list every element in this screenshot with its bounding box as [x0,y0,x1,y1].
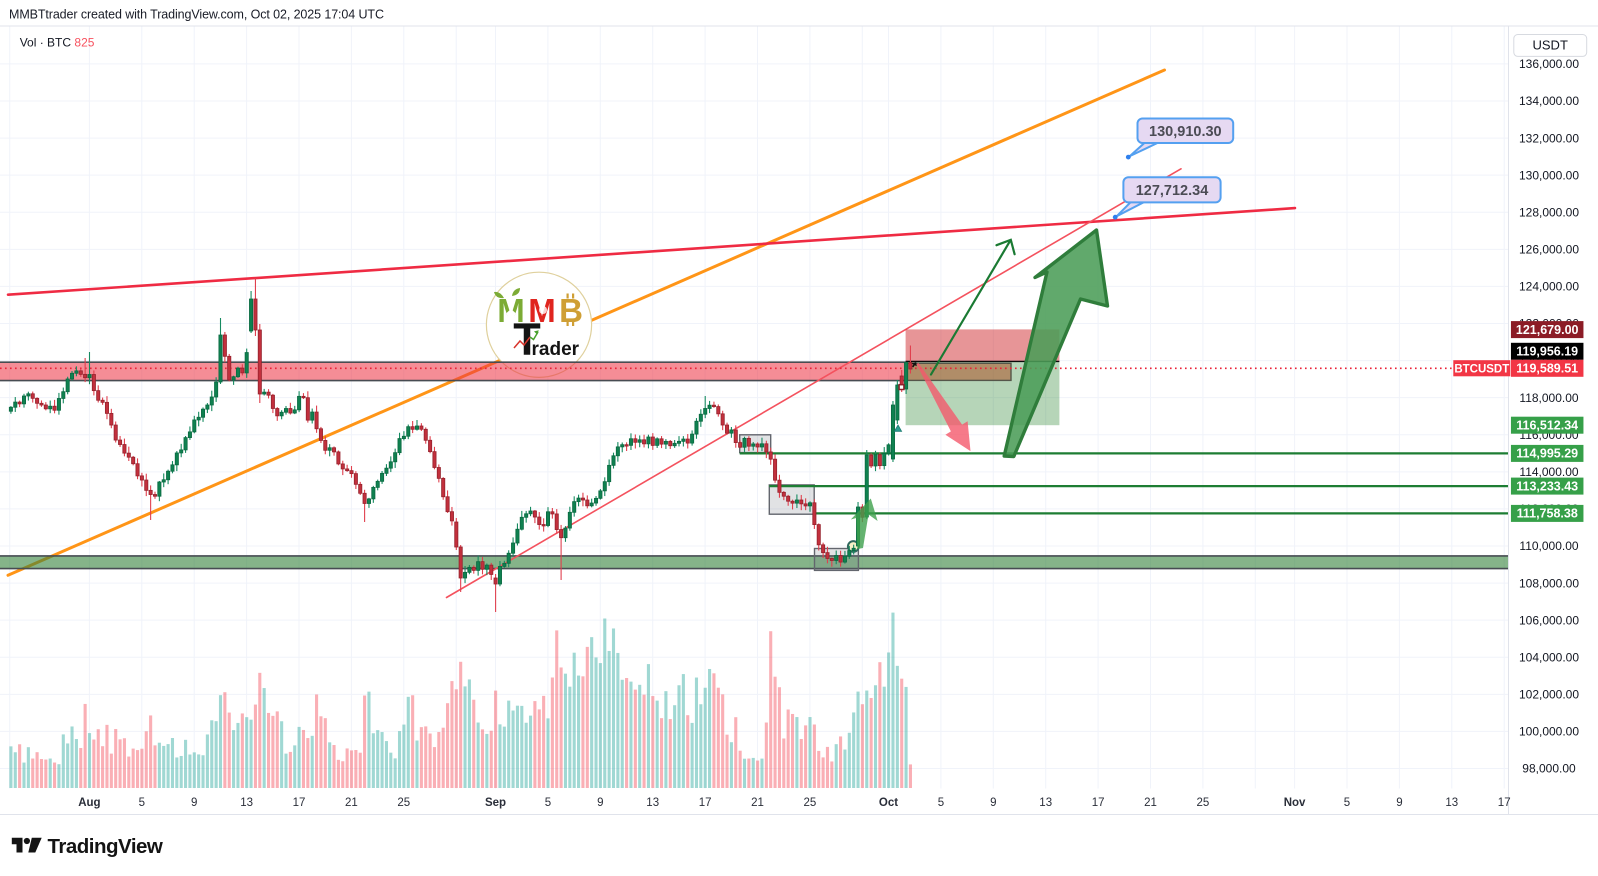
svg-text:13: 13 [240,797,253,809]
svg-text:17: 17 [1092,797,1105,809]
svg-text:100,000.00: 100,000.00 [1519,725,1579,739]
svg-text:USDT: USDT [1533,38,1568,53]
svg-text:98,000.00: 98,000.00 [1522,762,1576,776]
svg-text:111,758.38: 111,758.38 [1517,507,1578,521]
svg-text:17: 17 [293,797,306,809]
svg-text:102,000.00: 102,000.00 [1519,688,1579,702]
svg-text:132,000.00: 132,000.00 [1519,131,1579,145]
svg-text:113,233.43: 113,233.43 [1516,479,1578,493]
svg-text:825: 825 [74,36,94,50]
svg-text:130,910.30: 130,910.30 [1149,124,1222,140]
svg-text:119,589.51: 119,589.51 [1516,362,1578,376]
svg-text:104,000.00: 104,000.00 [1519,650,1579,664]
svg-text:T: T [513,314,541,365]
svg-text:134,000.00: 134,000.00 [1519,94,1579,108]
svg-text:21: 21 [751,797,764,809]
svg-text:25: 25 [804,797,817,809]
svg-text:118,000.00: 118,000.00 [1519,391,1578,405]
svg-text:B: B [559,292,583,329]
svg-text:Vol · BTC: Vol · BTC [20,36,72,50]
svg-text:21: 21 [345,797,358,809]
svg-text:127,712.34: 127,712.34 [1136,183,1209,199]
svg-text:121,679.00: 121,679.00 [1516,323,1579,337]
svg-text:Oct: Oct [879,797,898,809]
svg-text:MMBTtrader created with Tradin: MMBTtrader created with TradingView.com,… [9,7,384,21]
svg-text:114,000.00: 114,000.00 [1519,465,1578,479]
svg-text:9: 9 [597,797,603,809]
svg-text:9: 9 [990,797,996,809]
svg-text:21: 21 [1144,797,1157,809]
svg-text:126,000.00: 126,000.00 [1519,243,1579,257]
svg-text:TradingView: TradingView [48,835,163,858]
svg-text:114,995.29: 114,995.29 [1516,447,1578,461]
svg-text:5: 5 [139,797,145,809]
svg-text:9: 9 [1396,797,1402,809]
svg-text:Nov: Nov [1284,797,1306,809]
svg-text:9: 9 [191,797,197,809]
svg-text:130,000.00: 130,000.00 [1519,168,1579,182]
svg-text:13: 13 [1445,797,1458,809]
svg-text:124,000.00: 124,000.00 [1519,280,1579,294]
svg-text:Aug: Aug [78,797,100,809]
svg-text:BTCUSDT: BTCUSDT [1454,363,1509,375]
svg-text:25: 25 [1197,797,1210,809]
svg-text:136,000.00: 136,000.00 [1519,57,1579,71]
svg-text:110,000.00: 110,000.00 [1519,539,1578,553]
svg-text:108,000.00: 108,000.00 [1519,576,1579,590]
svg-text:13: 13 [1039,797,1052,809]
svg-text:5: 5 [1344,797,1350,809]
svg-text:116,512.34: 116,512.34 [1516,419,1578,433]
svg-text:13: 13 [646,797,659,809]
svg-text:17: 17 [1498,797,1511,809]
svg-text:5: 5 [545,797,551,809]
svg-text:17: 17 [699,797,712,809]
svg-text:25: 25 [397,797,410,809]
svg-text:128,000.00: 128,000.00 [1519,205,1579,219]
svg-text:rader: rader [532,339,580,360]
svg-text:5: 5 [938,797,944,809]
svg-text:119,956.19: 119,956.19 [1516,345,1578,359]
svg-text:106,000.00: 106,000.00 [1519,613,1579,627]
svg-text:Sep: Sep [485,797,506,809]
